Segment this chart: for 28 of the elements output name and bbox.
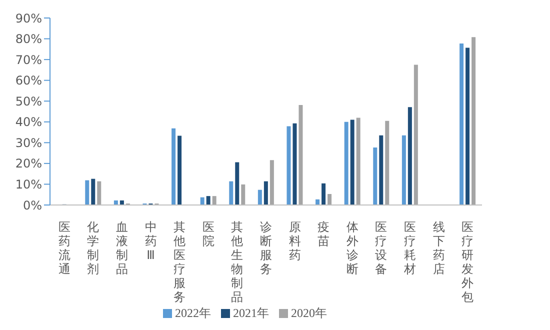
x-tick-label: 医院 <box>202 220 214 248</box>
legend-label: 2021年 <box>233 305 269 322</box>
x-tick-label: 医疗设备 <box>375 220 388 276</box>
x-tick-label: 诊断服务 <box>260 220 272 276</box>
x-tick-label: 化学制剂 <box>87 220 100 276</box>
y-tick-label: 90% <box>15 11 42 26</box>
y-tick-label: 50% <box>15 94 42 108</box>
x-tick-label: 医药流通 <box>58 220 70 276</box>
y-tick-label: 20% <box>15 156 42 171</box>
legend-label: 2020年 <box>291 305 327 322</box>
x-tick-label: 中药Ⅲ <box>144 220 157 262</box>
y-tick-label: 0% <box>22 198 42 212</box>
x-tick-label: 医疗耗材 <box>403 220 416 276</box>
x-tick-label: 医疗研发外包 <box>462 220 474 304</box>
y-tick-label: 80% <box>15 32 42 46</box>
x-tick-label: 其他生物制品 <box>231 220 244 304</box>
y-tick-label: 40% <box>15 115 42 130</box>
x-tick-label: 疫苗 <box>318 220 330 248</box>
x-tick-label: 其他医疗服务 <box>174 220 186 304</box>
y-tick-label: 60% <box>15 74 42 88</box>
legend-label: 2022年 <box>175 305 211 322</box>
y-tick-label: 30% <box>15 136 42 150</box>
y-tick-label: 70% <box>15 52 42 67</box>
x-tick-label: 线下药店 <box>432 220 445 276</box>
x-tick-label: 血液制品 <box>116 220 128 276</box>
x-tick-label: 体外诊断 <box>346 220 358 276</box>
y-tick-label: 10% <box>15 177 42 192</box>
x-tick-label: 原料药 <box>288 220 301 262</box>
